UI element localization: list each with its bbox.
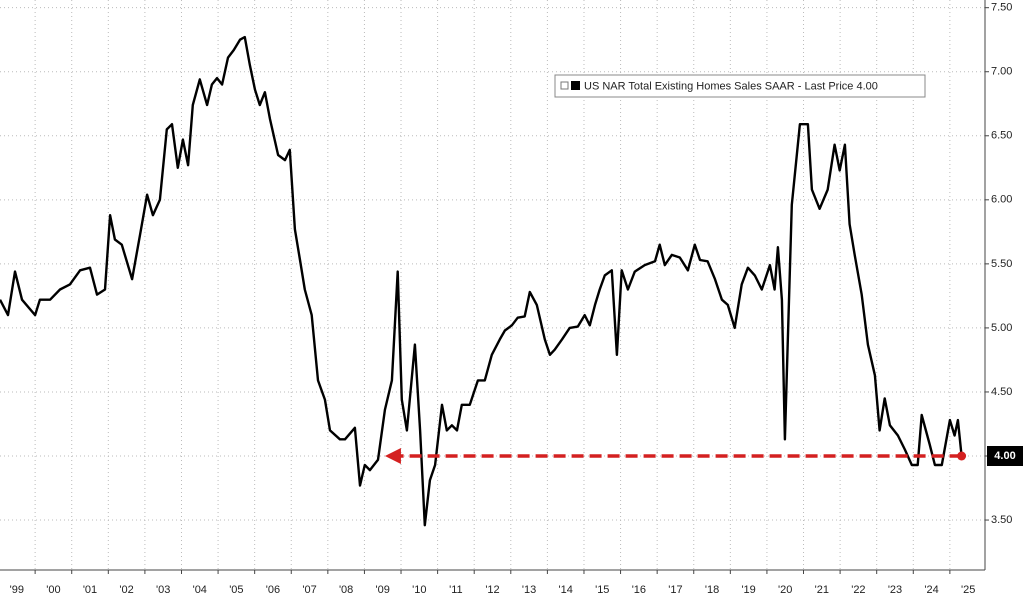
x-tick-label: '02 bbox=[119, 584, 133, 596]
series-line bbox=[0, 35, 963, 527]
x-tick-label: '25 bbox=[961, 584, 975, 596]
x-tick-label: '20 bbox=[778, 584, 792, 596]
y-tick-label: 5.00 bbox=[991, 322, 1012, 334]
x-tick-label: '10 bbox=[412, 584, 426, 596]
x-tick-label: '19 bbox=[741, 584, 755, 596]
x-tick-label: '01 bbox=[83, 584, 97, 596]
y-tick-label: 4.50 bbox=[991, 386, 1012, 398]
x-tick-label: '16 bbox=[632, 584, 646, 596]
y-tick-label: 6.50 bbox=[991, 130, 1012, 142]
legend-swatch bbox=[571, 81, 580, 90]
last-price-label: 4.00 bbox=[994, 450, 1015, 462]
x-tick-label: '23 bbox=[888, 584, 902, 596]
legend: US NAR Total Existing Homes Sales SAAR -… bbox=[554, 74, 926, 98]
x-tick-label: '06 bbox=[266, 584, 280, 596]
x-tick-label: '24 bbox=[924, 584, 938, 596]
x-tick-label: '09 bbox=[376, 584, 390, 596]
x-tick-label: '15 bbox=[595, 584, 609, 596]
last-price-box bbox=[987, 446, 1023, 466]
x-tick-label: '18 bbox=[705, 584, 719, 596]
x-tick-label: '17 bbox=[668, 584, 682, 596]
x-tick-label: '07 bbox=[302, 584, 316, 596]
y-tick-label: 6.00 bbox=[991, 194, 1012, 206]
x-tick-label: '13 bbox=[522, 584, 536, 596]
x-tick-label: '00 bbox=[46, 584, 60, 596]
x-tick-label: '14 bbox=[559, 584, 573, 596]
x-tick-label: '99 bbox=[10, 584, 24, 596]
y-tick-label: 7.50 bbox=[991, 2, 1012, 14]
y-tick-label: 7.00 bbox=[991, 66, 1012, 78]
y-tick-label: 5.50 bbox=[991, 258, 1012, 270]
x-tick-label: '11 bbox=[449, 584, 463, 596]
legend-toggle bbox=[560, 81, 569, 90]
legend-label: US NAR Total Existing Homes Sales SAAR -… bbox=[584, 80, 878, 92]
arrow-dot bbox=[957, 451, 967, 461]
x-tick-label: '22 bbox=[851, 584, 865, 596]
x-tick-label: '21 bbox=[815, 584, 829, 596]
arrow-head bbox=[384, 448, 401, 464]
legend-box bbox=[554, 74, 926, 98]
x-tick-label: '04 bbox=[193, 584, 207, 596]
y-tick-label: 3.50 bbox=[991, 514, 1012, 526]
x-tick-label: '12 bbox=[485, 584, 499, 596]
x-tick-label: '03 bbox=[156, 584, 170, 596]
x-tick-label: '08 bbox=[339, 584, 353, 596]
x-tick-label: '05 bbox=[229, 584, 243, 596]
